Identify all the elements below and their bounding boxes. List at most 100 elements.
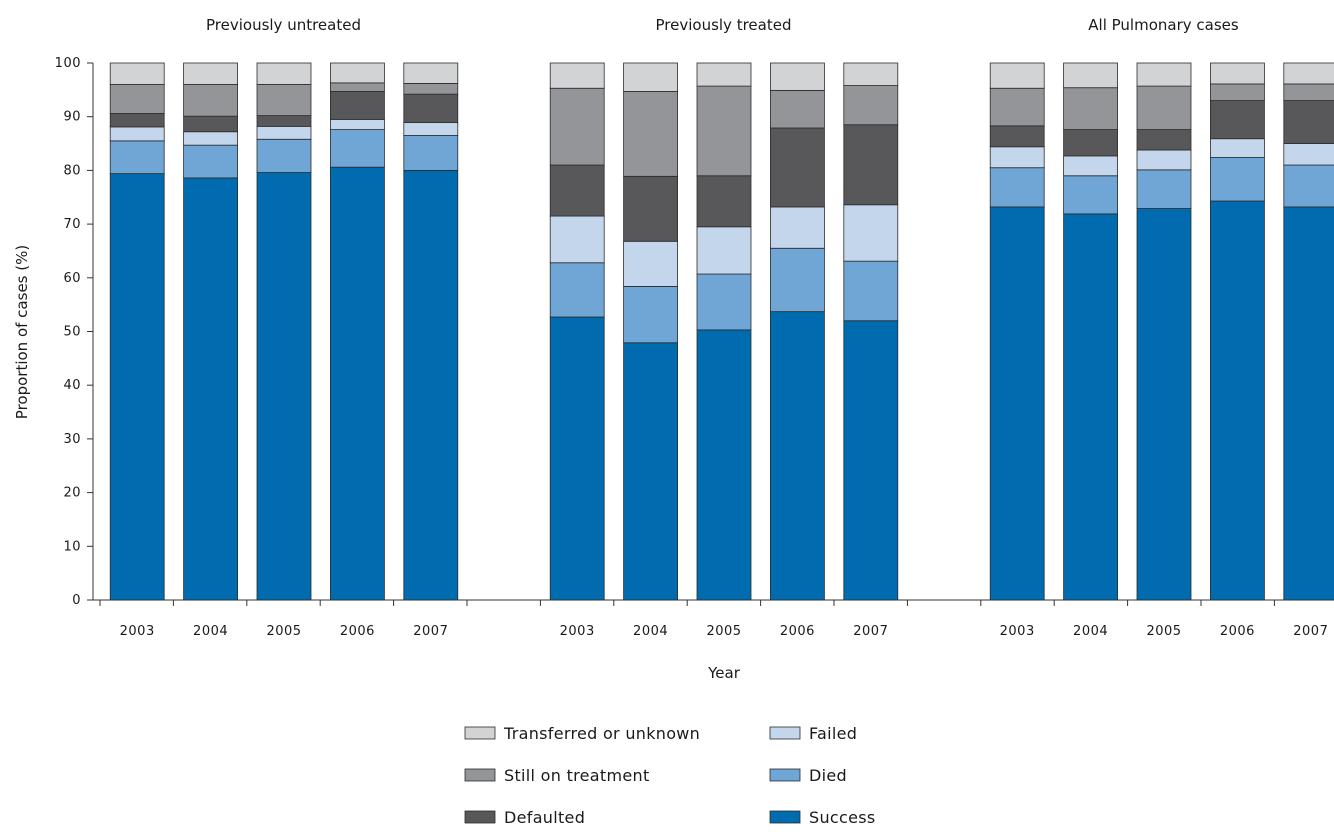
bar-segment-defaulted bbox=[183, 115, 239, 133]
bar-segment-died bbox=[329, 129, 385, 168]
bar-segment-defaulted bbox=[1063, 129, 1118, 157]
legend-swatch bbox=[769, 768, 801, 782]
x-tick-label: 2007 bbox=[1293, 624, 1328, 639]
bar-segment-success bbox=[1210, 200, 1265, 601]
bar-segment-failed bbox=[1210, 138, 1265, 158]
bar-segment-still-on-treatment bbox=[696, 85, 752, 177]
bar-segment-failed bbox=[549, 215, 605, 264]
y-axis-title: Proportion of cases (%) bbox=[13, 245, 31, 419]
bar-segment-success bbox=[989, 206, 1045, 601]
bar-segment-defaulted bbox=[256, 115, 312, 127]
x-tick-label: 2007 bbox=[413, 624, 448, 639]
x-axis-title: Year bbox=[707, 664, 741, 682]
bar-segment-transferred-or-unknown bbox=[1210, 62, 1265, 85]
x-tick-label: 2004 bbox=[193, 624, 228, 639]
bar-segment-defaulted bbox=[403, 93, 459, 124]
legend-label: Died bbox=[809, 766, 847, 785]
bar-segment-failed bbox=[1136, 149, 1192, 171]
y-tick-label: 0 bbox=[72, 593, 81, 608]
bar-segment-died bbox=[843, 260, 899, 322]
bar-segment-success bbox=[1283, 206, 1334, 601]
bar-segment-still-on-treatment bbox=[1283, 83, 1334, 101]
bar-segment-transferred-or-unknown bbox=[1283, 62, 1334, 85]
y-tick-label: 60 bbox=[63, 271, 81, 286]
bar-segment-died bbox=[1283, 164, 1334, 208]
x-tick-label: 2006 bbox=[780, 624, 815, 639]
bar-segment-defaulted bbox=[549, 164, 605, 217]
bar-segment-transferred-or-unknown bbox=[329, 62, 385, 84]
bar-segment-still-on-treatment bbox=[329, 82, 385, 92]
bar-segment-defaulted bbox=[696, 175, 752, 228]
bar-segment-defaulted bbox=[1283, 100, 1334, 144]
bar-segment-success bbox=[183, 177, 239, 601]
bar-segment-still-on-treatment bbox=[989, 87, 1045, 127]
bar-segment-still-on-treatment bbox=[770, 89, 825, 129]
bar-segment-defaulted bbox=[770, 127, 825, 208]
bar-segment-success bbox=[1136, 208, 1192, 601]
bar-segment-transferred-or-unknown bbox=[1063, 62, 1118, 89]
bar-segment-failed bbox=[256, 125, 312, 140]
legend-swatch bbox=[769, 810, 801, 824]
bar-segment-still-on-treatment bbox=[623, 91, 678, 177]
bar-segment-defaulted bbox=[989, 125, 1045, 148]
bar-segment-success bbox=[256, 172, 312, 601]
legend-label: Defaulted bbox=[504, 808, 585, 827]
bar-segment-failed bbox=[770, 206, 825, 249]
bar-segment-failed bbox=[989, 146, 1045, 169]
y-tick-label: 80 bbox=[63, 163, 81, 178]
bar-segment-transferred-or-unknown bbox=[696, 62, 752, 87]
y-tick-label: 70 bbox=[63, 217, 81, 232]
bar-segment-still-on-treatment bbox=[109, 84, 165, 114]
bar-segment-still-on-treatment bbox=[1136, 85, 1192, 130]
bar-segment-transferred-or-unknown bbox=[549, 62, 605, 89]
y-tick-label: 100 bbox=[55, 56, 81, 71]
legend-swatch bbox=[464, 810, 496, 824]
bar-segment-success bbox=[770, 311, 825, 601]
bar-segment-success bbox=[403, 169, 459, 601]
y-tick-label: 40 bbox=[63, 378, 81, 393]
bar-segment-failed bbox=[329, 118, 385, 130]
bar-segment-still-on-treatment bbox=[1210, 83, 1265, 101]
bar-segment-died bbox=[623, 285, 678, 344]
bar-segment-died bbox=[989, 167, 1045, 208]
x-tick-label: 2004 bbox=[633, 624, 668, 639]
legend-label: Success bbox=[809, 808, 876, 827]
bar-segment-transferred-or-unknown bbox=[403, 62, 459, 84]
bar-segment-still-on-treatment bbox=[183, 84, 239, 117]
bar-segment-failed bbox=[623, 240, 678, 287]
bar-segment-success bbox=[843, 320, 899, 601]
legend-swatch bbox=[464, 768, 496, 782]
bar-segment-transferred-or-unknown bbox=[256, 62, 312, 85]
bar-segment-transferred-or-unknown bbox=[770, 62, 825, 91]
bar-segment-still-on-treatment bbox=[843, 85, 899, 126]
bar-segment-failed bbox=[1283, 143, 1334, 166]
y-tick-label: 20 bbox=[63, 486, 81, 501]
bar-segment-transferred-or-unknown bbox=[109, 62, 165, 85]
y-tick-label: 30 bbox=[63, 432, 81, 447]
bar-segment-died bbox=[1136, 169, 1192, 209]
bar-segment-transferred-or-unknown bbox=[623, 62, 678, 92]
legend-label: Transferred or unknown bbox=[503, 724, 700, 743]
bar-segment-success bbox=[329, 166, 385, 601]
x-tick-label: 2007 bbox=[853, 624, 888, 639]
bar-segment-defaulted bbox=[329, 91, 385, 120]
bar-segment-transferred-or-unknown bbox=[1136, 62, 1192, 87]
group-title: Previously treated bbox=[656, 16, 792, 34]
bar-segment-still-on-treatment bbox=[256, 84, 312, 117]
x-tick-label: 2005 bbox=[1146, 624, 1181, 639]
bar-segment-success bbox=[696, 329, 752, 601]
bar-segment-died bbox=[770, 247, 825, 313]
group-title: All Pulmonary cases bbox=[1088, 16, 1239, 34]
bar-segment-failed bbox=[1063, 155, 1118, 177]
legend-swatch bbox=[769, 726, 801, 740]
y-tick-label: 10 bbox=[63, 539, 81, 554]
x-tick-label: 2004 bbox=[1073, 624, 1108, 639]
bar-segment-died bbox=[109, 140, 165, 175]
bar-segment-defaulted bbox=[1136, 129, 1192, 151]
x-tick-label: 2003 bbox=[120, 624, 155, 639]
bar-segment-defaulted bbox=[109, 113, 165, 128]
bar-segment-died bbox=[1210, 157, 1265, 202]
legend-label: Failed bbox=[809, 724, 857, 743]
bar-segment-defaulted bbox=[843, 124, 899, 206]
